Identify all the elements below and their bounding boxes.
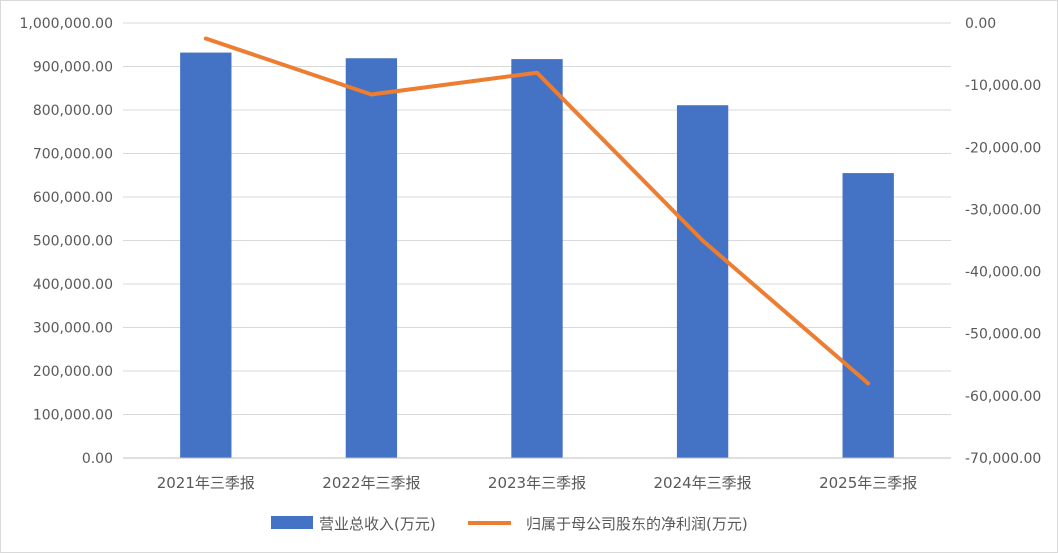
y-right-tick-label: -10,000.00 <box>965 78 1041 94</box>
y-left-tick-label: 400,000.00 <box>33 277 113 293</box>
y-left-tick-label: 100,000.00 <box>33 408 113 424</box>
y-left-tick-label: 300,000.00 <box>33 321 113 337</box>
legend-swatch-revenue <box>271 516 313 529</box>
revenue-bar <box>842 173 894 458</box>
y-left-tick-label: 900,000.00 <box>33 60 113 76</box>
y-left-tick-label: 500,000.00 <box>33 234 113 250</box>
y-left-tick-label: 0.00 <box>82 451 113 467</box>
y-left-tick-label: 700,000.00 <box>33 147 113 163</box>
y-right-tick-label: -30,000.00 <box>965 202 1041 218</box>
x-tick-label: 2025年三季报 <box>819 474 917 492</box>
y-left-tick-label: 200,000.00 <box>33 364 113 380</box>
y-left-tick-label: 800,000.00 <box>33 103 113 119</box>
revenue-bar <box>511 59 563 458</box>
y-right-tick-label: -40,000.00 <box>965 265 1041 281</box>
legend-label-net-profit: 归属于母公司股东的净利润(万元) <box>526 515 748 533</box>
y-right-tick-label: -60,000.00 <box>965 389 1041 405</box>
x-tick-label: 2024年三季报 <box>654 474 752 492</box>
x-tick-label: 2022年三季报 <box>322 474 420 492</box>
y-right-tick-label: -70,000.00 <box>965 451 1041 467</box>
y-right-tick-label: -20,000.00 <box>965 140 1041 156</box>
legend-label-revenue: 营业总收入(万元) <box>319 515 436 533</box>
revenue-bar <box>345 58 398 459</box>
y-right-tick-label: 0.00 <box>965 16 996 32</box>
revenue-bar <box>676 105 729 458</box>
x-tick-label: 2021年三季报 <box>157 474 255 492</box>
x-tick-label: 2023年三季报 <box>488 474 586 492</box>
y-right-tick-label: -50,000.00 <box>965 327 1041 343</box>
y-left-tick-label: 600,000.00 <box>33 190 113 206</box>
revenue-bar <box>180 52 232 459</box>
y-left-tick-label: 1,000,000.00 <box>19 16 113 32</box>
